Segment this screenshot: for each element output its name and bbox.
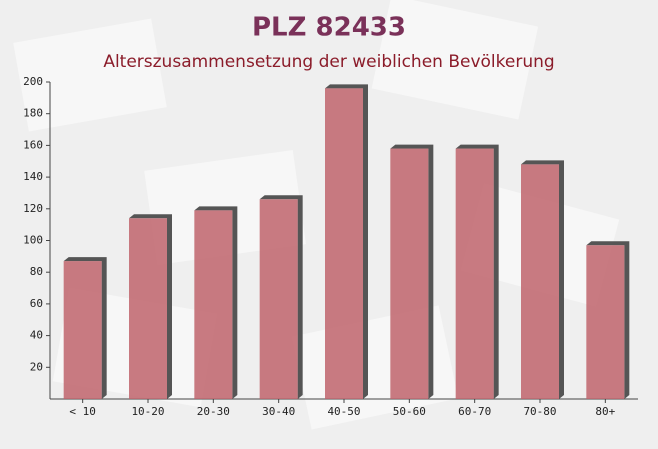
chart-title: PLZ 82433: [252, 13, 406, 43]
bar-shadow: [63, 257, 107, 399]
y-tick-label: 160: [23, 138, 43, 151]
bar-shadow: [325, 84, 368, 399]
bar-shadow: [521, 160, 564, 399]
x-tick-label: 20-30: [197, 405, 230, 418]
bar-shadow: [586, 241, 630, 399]
bar-shadow: [194, 206, 238, 399]
x-tick-label: 60-70: [458, 405, 491, 418]
x-tick-label: 80+: [595, 405, 615, 418]
y-tick-label: 180: [23, 107, 43, 120]
bar: [194, 210, 233, 399]
y-tick-label: 200: [23, 75, 43, 88]
x-tick-label: 70-80: [523, 405, 556, 418]
bar: [129, 218, 167, 399]
bar: [390, 148, 429, 399]
y-tick-label: 80: [30, 265, 43, 278]
bar: [63, 261, 102, 399]
bar-shadow: [390, 144, 434, 399]
y-tick-label: 120: [23, 202, 43, 215]
bar: [259, 199, 298, 399]
bar-shadow: [129, 214, 172, 399]
bar: [325, 88, 363, 399]
y-tick-label: 20: [30, 360, 43, 373]
bar: [521, 164, 559, 399]
x-tick-label: 40-50: [327, 405, 360, 418]
y-tick-label: 100: [23, 234, 43, 247]
y-tick-label: 40: [30, 329, 43, 342]
x-tick-label: < 10: [69, 405, 96, 418]
bar: [455, 148, 494, 399]
bar: [586, 245, 625, 399]
bar-shadow: [455, 144, 499, 399]
x-tick-label: 50-60: [393, 405, 426, 418]
bar-shadow: [259, 195, 303, 399]
chart-subtitle: Alterszusammensetzung der weiblichen Bev…: [103, 52, 554, 72]
x-tick-label: 10-20: [131, 405, 164, 418]
y-tick-label: 60: [30, 297, 43, 310]
x-tick-label: 30-40: [262, 405, 295, 418]
y-tick-label: 140: [23, 170, 43, 183]
